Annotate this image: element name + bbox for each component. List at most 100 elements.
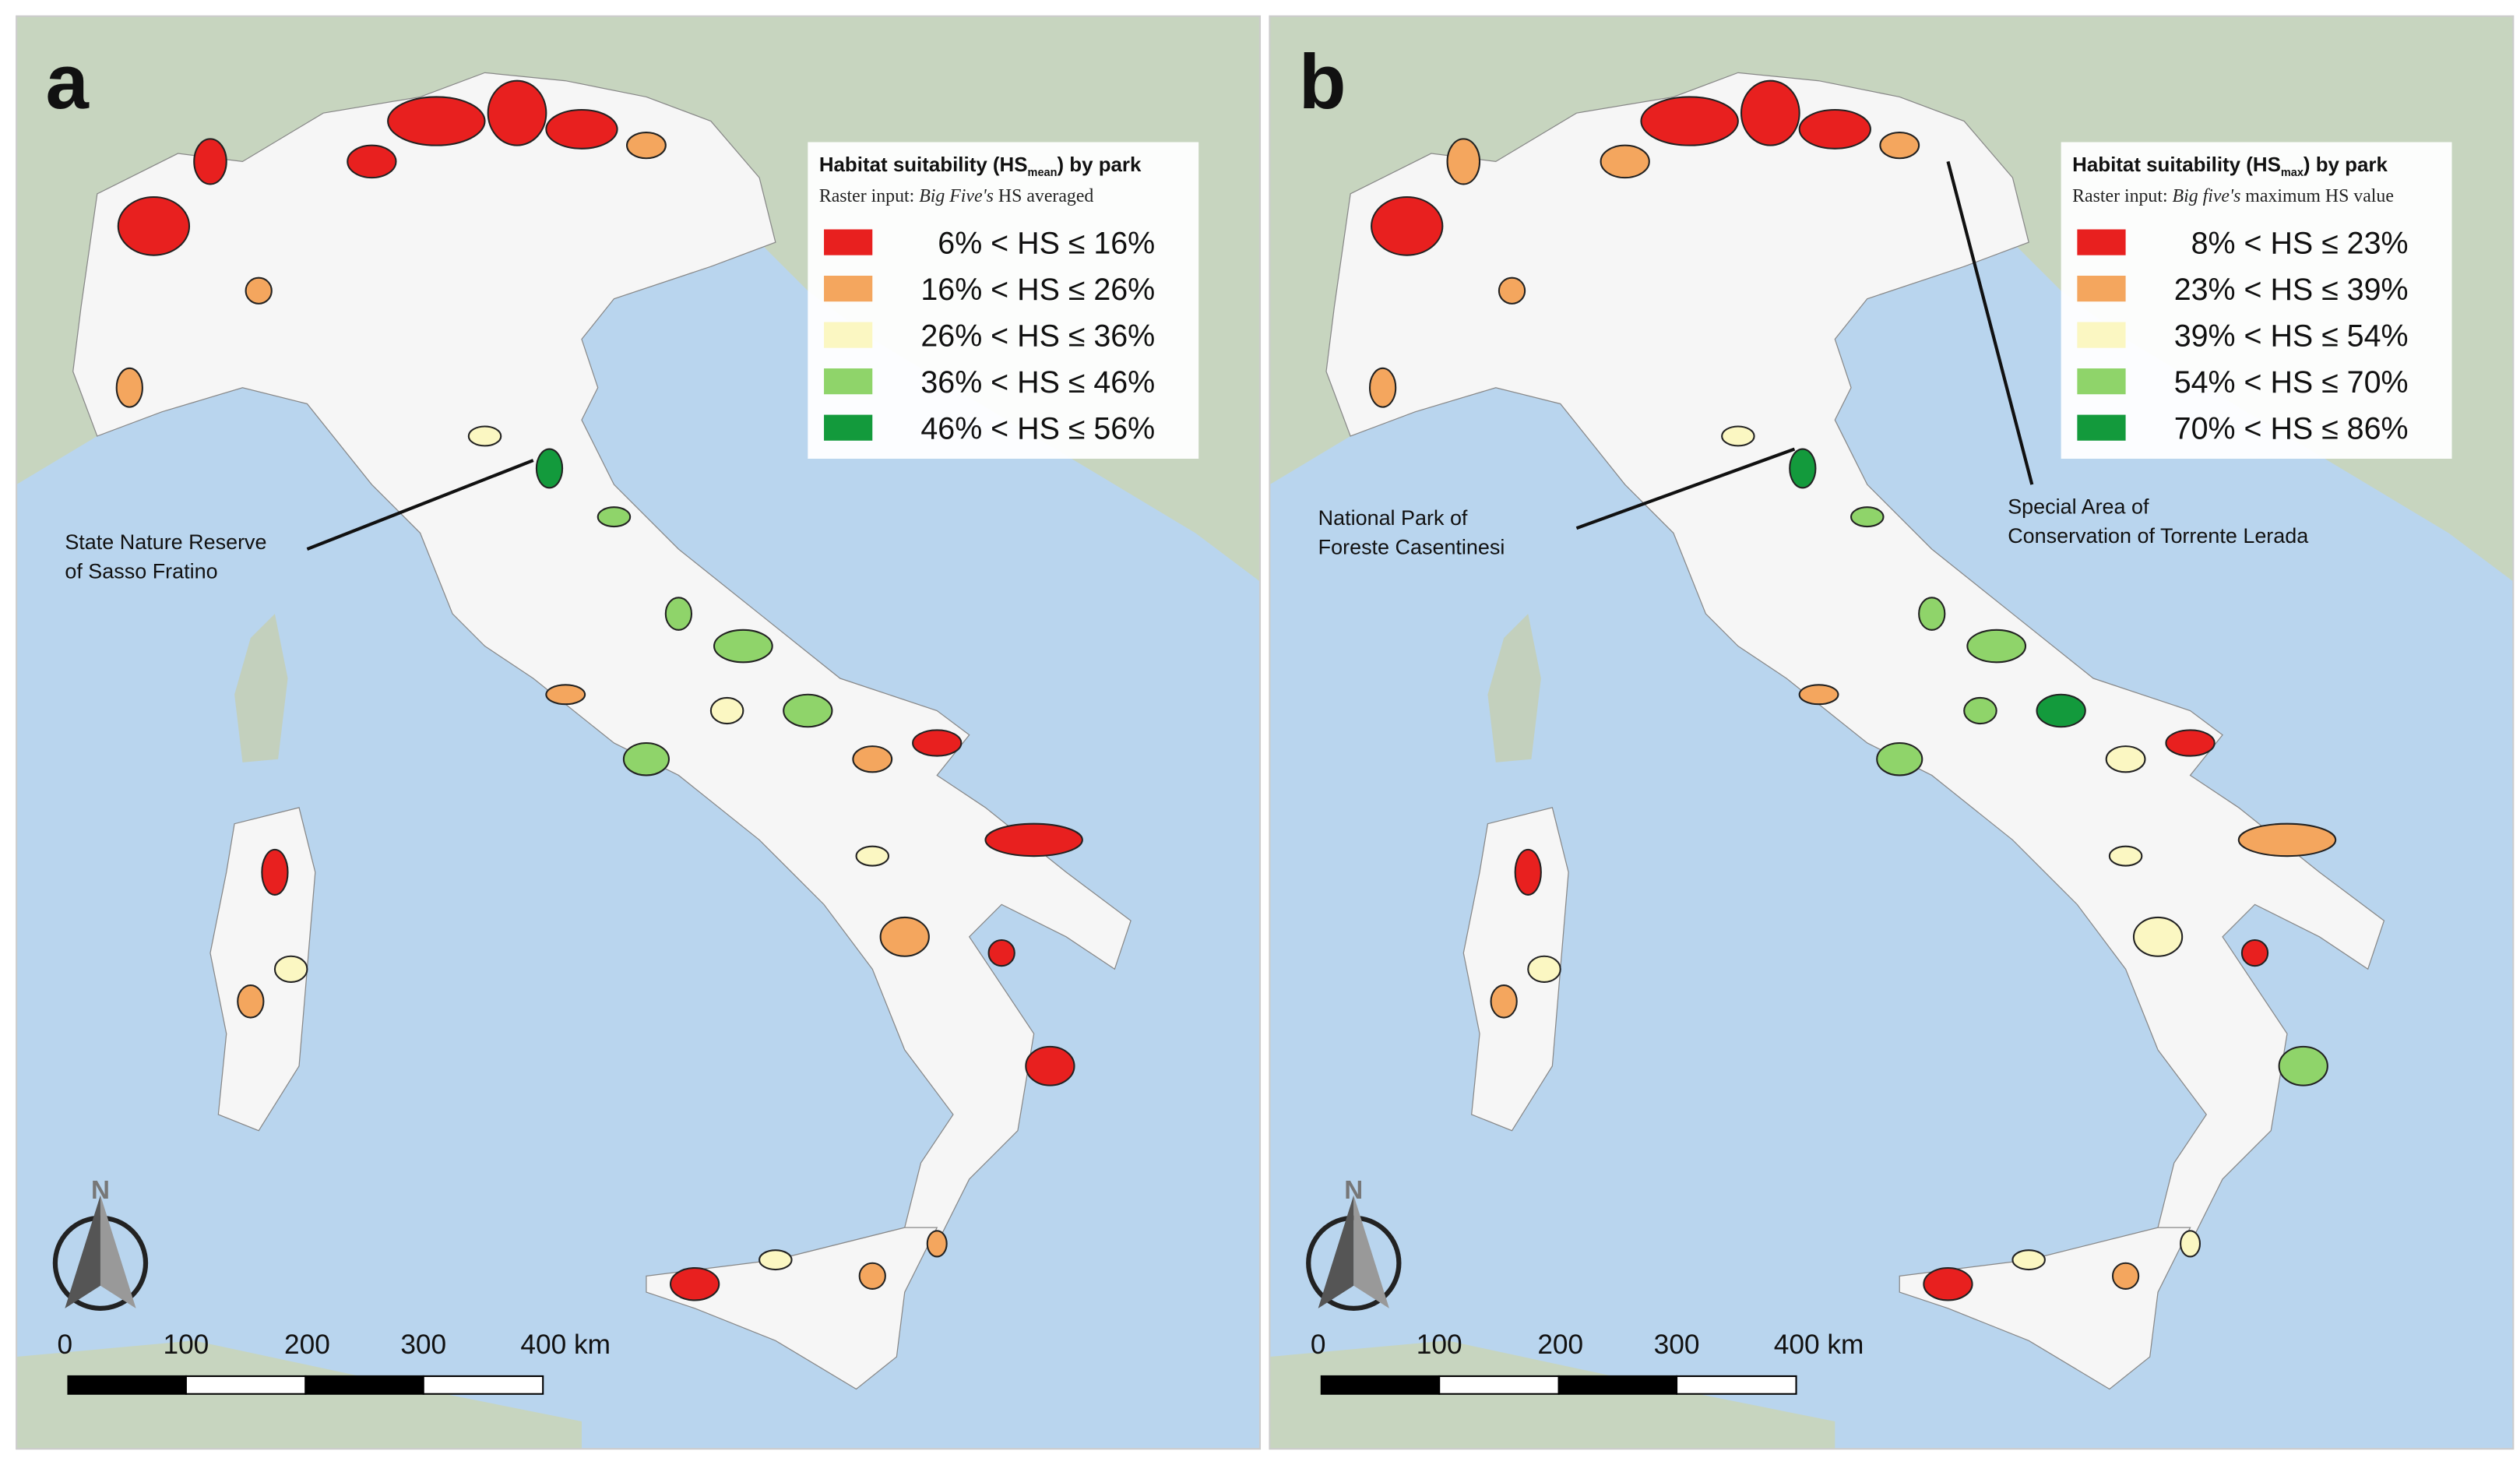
park (1798, 684, 1839, 706)
legend-label: 23% < HS ≤ 39% (2174, 273, 2409, 307)
map-panel: a Habitat suitability (HSmean) by park Ras… (16, 15, 1262, 1450)
legend-label: 39% < HS ≤ 54% (2174, 319, 2409, 354)
annotation-leader (1946, 160, 2034, 485)
annotation-text: of Sasso Fratino (65, 559, 217, 583)
legend-swatch (2077, 322, 2126, 348)
legend-swatch (2077, 229, 2126, 255)
map-panel: b Habitat suitability (HSmax) by park Rast… (1269, 15, 2515, 1450)
park (2036, 693, 2086, 728)
park (545, 684, 586, 706)
scale-label: 200 (284, 1329, 330, 1360)
park (987, 939, 1015, 967)
park (387, 96, 486, 146)
scale-label: 100 (163, 1329, 209, 1360)
park (2111, 1262, 2140, 1290)
scale-segment (185, 1375, 307, 1395)
north-label: N (91, 1176, 110, 1205)
legend-subtitle-text: Raster input: (819, 186, 919, 206)
annotation-text: Special Area of (2008, 495, 2149, 518)
scale-segment (1438, 1375, 1560, 1395)
park (1789, 448, 1817, 489)
scale-segment (1320, 1375, 1441, 1395)
park (852, 745, 893, 773)
park (1498, 276, 1526, 305)
scale-segment (422, 1375, 544, 1395)
park (117, 195, 191, 256)
park (1368, 367, 1397, 408)
scale-label: 0 (1311, 1329, 1326, 1360)
park (2237, 822, 2337, 858)
park (237, 984, 265, 1019)
scale-segment (1676, 1375, 1797, 1395)
legend-box (808, 142, 1199, 459)
legend-label: 6% < HS ≤ 16% (938, 227, 1155, 261)
legend-swatch (824, 414, 873, 441)
annotation-text: Conservation of Torrente Lerada (2008, 524, 2308, 548)
park (1446, 138, 1481, 185)
park (912, 729, 963, 757)
park (467, 425, 502, 447)
legend-swatch (2077, 414, 2126, 441)
annotation-leader (1575, 447, 1796, 530)
park (1798, 108, 1871, 150)
legend-label: 54% < HS ≤ 70% (2174, 365, 2409, 400)
park (2278, 1045, 2328, 1086)
park (245, 276, 273, 305)
legend-label: 16% < HS ≤ 26% (920, 273, 1155, 307)
scale-label: 400 km (1774, 1329, 1864, 1360)
park (879, 916, 930, 957)
annotation-text: State Nature Reserve (65, 530, 266, 554)
park (261, 848, 289, 896)
legend-swatch (824, 229, 873, 255)
legend-title: Habitat suitability (HSmean) by park (819, 154, 1142, 179)
legend-title-text: Habitat suitability (HS (819, 154, 1028, 176)
park (626, 132, 667, 160)
park (193, 138, 227, 185)
legend-swatch (2077, 276, 2126, 302)
annotation-text: National Park of (1318, 506, 1468, 530)
park (347, 144, 397, 179)
legend-title-subscript: mean (1028, 167, 1058, 179)
panel-border (16, 15, 1262, 1450)
park (2105, 745, 2146, 773)
park (858, 1262, 886, 1290)
scale-label: 300 (400, 1329, 446, 1360)
panel-label: a (45, 39, 89, 125)
scale-label: 200 (1537, 1329, 1583, 1360)
north-label: N (1344, 1176, 1363, 1205)
park (487, 79, 547, 146)
scale-label: 400 km (520, 1329, 611, 1360)
legend-label: 26% < HS ≤ 36% (920, 319, 1155, 354)
scale-segment (1557, 1375, 1678, 1395)
park (713, 629, 773, 664)
legend-title-text: Habitat suitability (HS (2072, 154, 2281, 176)
park (783, 693, 833, 728)
legend-subtitle: Raster input: Big Five's HS averaged (819, 186, 1094, 206)
legend-swatch (824, 368, 873, 395)
park (1966, 629, 2027, 664)
legend-title-end: ) by park (1057, 154, 1142, 176)
map-clip (1269, 16, 2514, 1449)
annotation-text: Foreste Casentinesi (1318, 535, 1505, 558)
legend-subtitle-text: Raster input: (2072, 186, 2172, 206)
park (670, 1266, 720, 1301)
park (2180, 1230, 2201, 1258)
park (2240, 939, 2269, 967)
legend-title: Habitat suitability (HSmax) by park (2072, 154, 2388, 179)
legend-subtitle: Raster input: Big five's maximum HS valu… (2072, 186, 2394, 206)
scale-segment (67, 1375, 187, 1395)
park (1490, 984, 1518, 1019)
park (2108, 845, 2143, 867)
park (273, 955, 308, 983)
park (2165, 729, 2216, 757)
park (664, 597, 693, 631)
park (2011, 1249, 2046, 1271)
map-clip (16, 16, 1260, 1449)
scale-label: 300 (1654, 1329, 1700, 1360)
legend-subtitle-italic: Big five's (2173, 186, 2241, 206)
panel-border (1269, 15, 2515, 1450)
legend-title-subscript: max (2281, 167, 2304, 179)
